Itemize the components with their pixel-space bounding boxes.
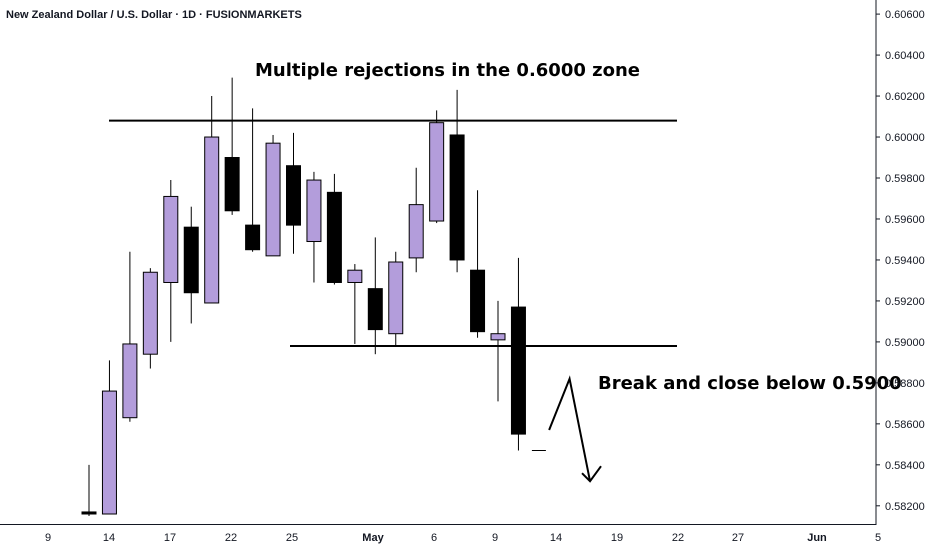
candle <box>490 300 506 402</box>
price-tick-label: 0.60400 <box>885 50 925 62</box>
candle-body <box>183 226 199 294</box>
levels-group <box>109 119 677 347</box>
candle-body <box>265 142 281 257</box>
candle-body <box>367 288 383 331</box>
annotation-rejections: Multiple rejections in the 0.6000 zone <box>255 60 640 81</box>
candle <box>470 190 486 338</box>
price-tick-label: 0.60200 <box>885 91 925 103</box>
candle <box>347 264 363 344</box>
candle-body <box>163 195 179 283</box>
price-tick-label: 0.59800 <box>885 173 925 185</box>
candle-body <box>81 511 97 515</box>
candle-body <box>449 134 465 261</box>
candle <box>183 206 199 324</box>
candles-group <box>81 77 546 517</box>
price-axis[interactable]: 0.60600 0.60400 0.60200 0.60000 0.59800 0.596… <box>876 9 925 513</box>
projection-arrowhead <box>581 465 602 483</box>
candle-body <box>245 224 261 251</box>
price-tick-label: 0.58600 <box>885 419 925 431</box>
price-tick-label: 0.59600 <box>885 214 925 226</box>
candle <box>224 77 240 215</box>
candle-body <box>490 333 506 341</box>
time-axis[interactable]: 9 14 17 22 25 May 6 9 14 19 22 27 Jun 5 <box>45 532 881 544</box>
candle-body <box>142 271 158 355</box>
price-tick-label: 0.59000 <box>885 337 925 349</box>
price-tick-label: 0.59400 <box>885 255 925 267</box>
candle <box>388 251 404 346</box>
candle-body <box>224 157 240 212</box>
projection-group <box>548 375 602 483</box>
annotation-breakout: Break and close below 0.5900 <box>598 373 902 394</box>
time-tick-label: 9 <box>45 532 51 544</box>
candle <box>510 257 526 451</box>
candle <box>122 251 138 422</box>
candle <box>81 464 97 517</box>
time-tick-label: May <box>362 532 384 544</box>
time-tick-label: 17 <box>164 532 176 544</box>
candle <box>101 360 117 515</box>
candle-body <box>204 136 220 304</box>
time-tick-label: Jun <box>807 532 827 544</box>
candle <box>265 134 281 257</box>
time-tick-label: 14 <box>550 532 562 544</box>
time-tick-label: 19 <box>611 532 623 544</box>
candle-body <box>306 179 322 243</box>
time-tick-label: 27 <box>732 532 744 544</box>
candle-body <box>286 165 301 226</box>
candle-body <box>408 204 424 259</box>
price-tick-label: 0.58200 <box>885 501 925 513</box>
candle <box>245 108 261 252</box>
candle <box>367 237 383 355</box>
time-tick-label: 14 <box>103 532 115 544</box>
candle <box>326 173 342 285</box>
time-tick-label: 25 <box>286 532 298 544</box>
candle <box>286 132 301 254</box>
time-tick-label: 22 <box>672 532 684 544</box>
price-tick-label: 0.59200 <box>885 296 925 308</box>
time-tick-label: 5 <box>875 532 881 544</box>
candle-body <box>347 269 363 283</box>
time-tick-label: 6 <box>431 532 437 544</box>
price-tick-label: 0.58400 <box>885 460 925 472</box>
time-tick-label: 9 <box>492 532 498 544</box>
candle <box>142 268 158 369</box>
candle-body <box>388 261 404 335</box>
candle <box>204 96 220 304</box>
candle-body <box>122 343 138 419</box>
candle <box>163 180 179 342</box>
price-tick-label: 0.58800 <box>885 378 925 390</box>
price-tick-label: 0.60000 <box>885 132 925 144</box>
candle <box>408 167 424 273</box>
candle-body <box>470 269 486 333</box>
projection-path <box>548 375 592 482</box>
candle-body <box>101 390 117 515</box>
candle <box>306 171 322 283</box>
candle-body <box>510 306 526 435</box>
chart-title: New Zealand Dollar / U.S. Dollar · 1D · … <box>6 9 302 21</box>
price-tick-label: 0.60600 <box>885 9 925 21</box>
candle <box>449 89 465 273</box>
time-tick-label: 22 <box>225 532 237 544</box>
candle-body <box>429 122 445 222</box>
candle <box>429 110 445 224</box>
candle-body <box>326 191 342 283</box>
